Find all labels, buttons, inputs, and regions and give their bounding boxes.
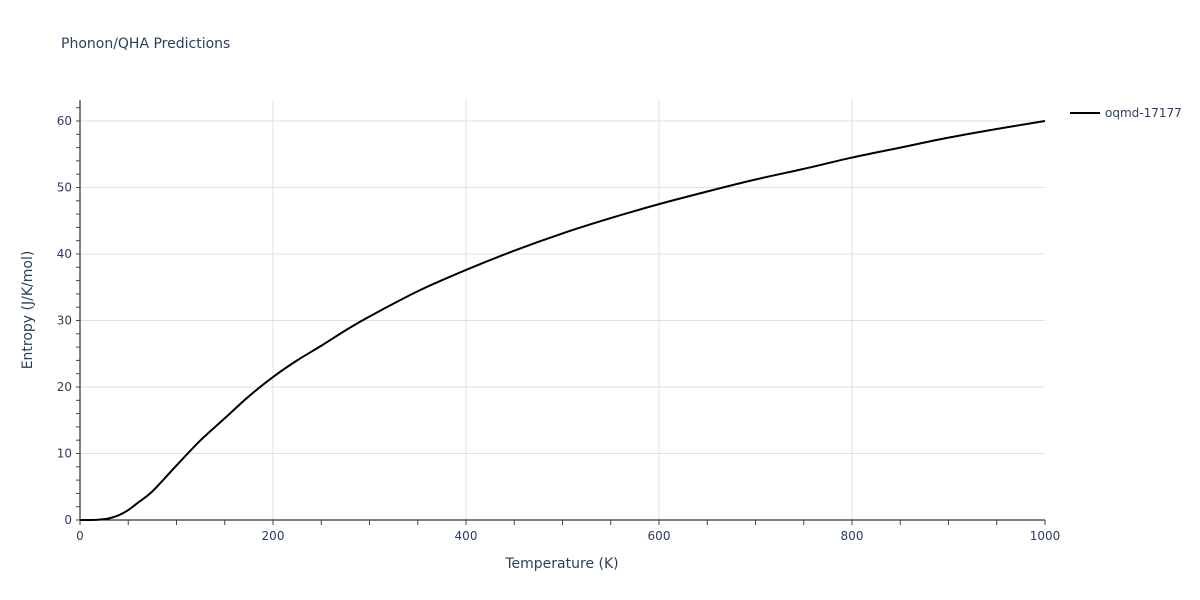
svg-text:40: 40 bbox=[57, 247, 72, 261]
legend-item-oqmd-17177[interactable]: oqmd-17177 bbox=[1070, 106, 1182, 120]
axes bbox=[76, 100, 1046, 525]
svg-text:60: 60 bbox=[57, 114, 72, 128]
svg-text:30: 30 bbox=[57, 314, 72, 328]
svg-text:200: 200 bbox=[262, 529, 285, 543]
svg-text:800: 800 bbox=[841, 529, 864, 543]
tick-labels: 0 200 400 600 800 1000 0 10 20 30 40 50 60 bbox=[57, 114, 1061, 543]
gridlines bbox=[80, 100, 1045, 520]
x-axis-title: Temperature (K) bbox=[504, 556, 618, 572]
svg-text:400: 400 bbox=[455, 529, 478, 543]
svg-text:0: 0 bbox=[76, 529, 84, 543]
chart-title: Phonon/QHA Predictions bbox=[61, 36, 231, 52]
svg-text:10: 10 bbox=[57, 447, 72, 461]
svg-text:0: 0 bbox=[64, 513, 72, 527]
svg-text:600: 600 bbox=[648, 529, 671, 543]
legend-label: oqmd-17177 bbox=[1105, 106, 1182, 120]
svg-text:1000: 1000 bbox=[1030, 529, 1061, 543]
svg-text:50: 50 bbox=[57, 181, 72, 195]
svg-text:20: 20 bbox=[57, 380, 72, 394]
legend-line-icon bbox=[1070, 112, 1100, 114]
y-axis-title: Entropy (J/K/mol) bbox=[20, 251, 36, 370]
series-line-oqmd-17177[interactable] bbox=[79, 120, 1046, 522]
